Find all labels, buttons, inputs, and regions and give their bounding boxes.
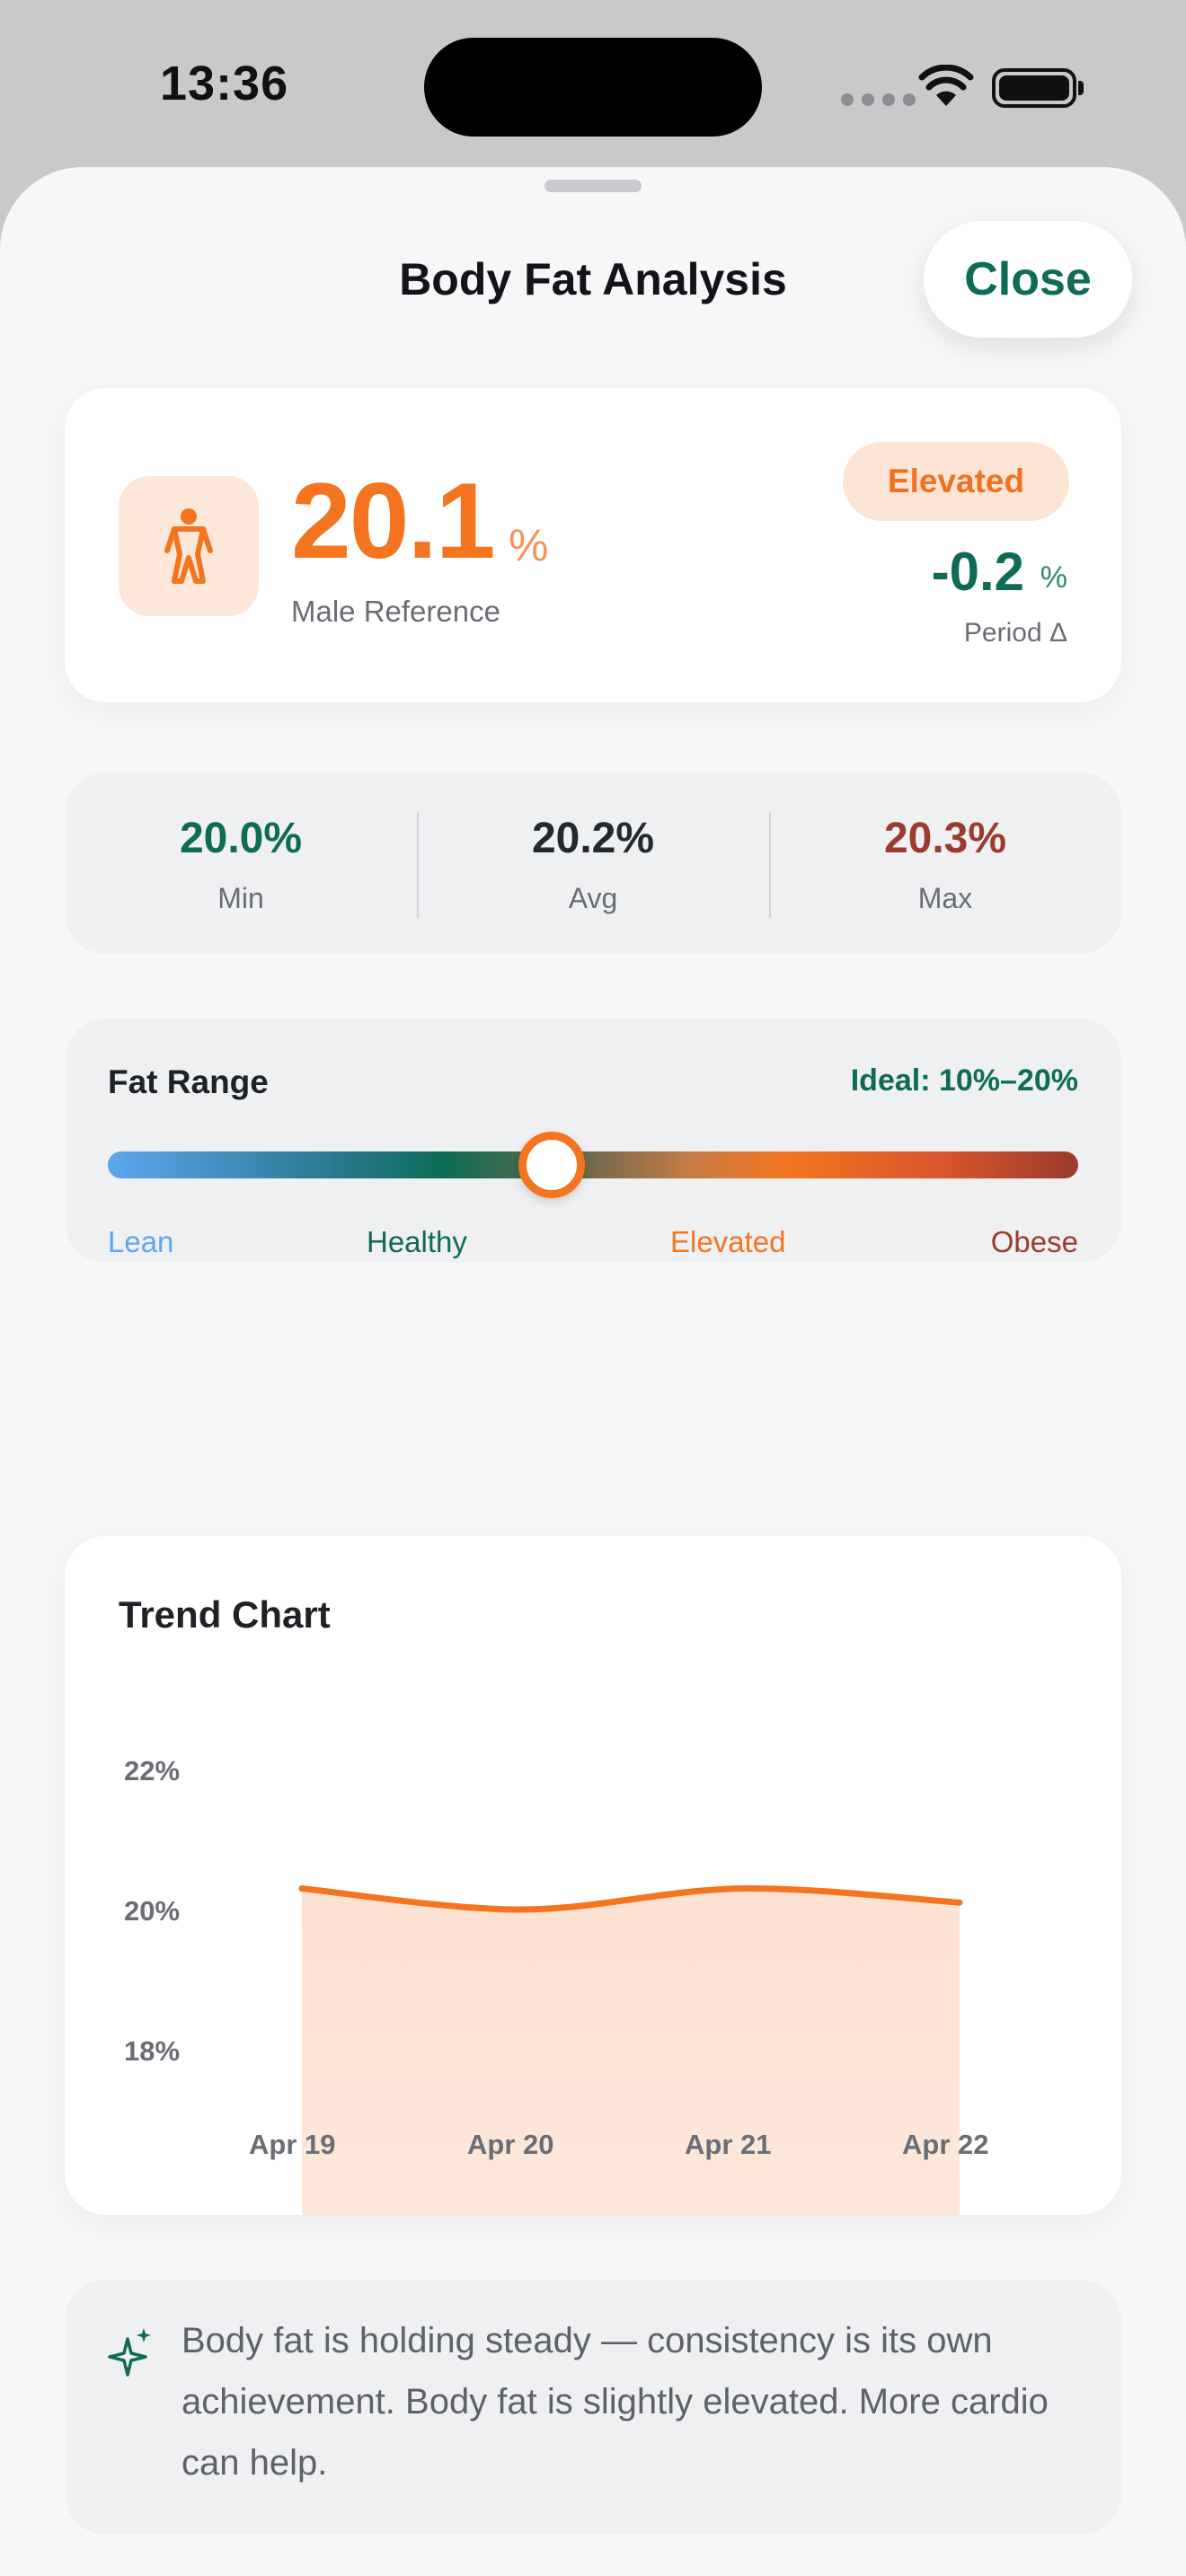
battery-tip (1078, 81, 1084, 95)
fat-range-indicator (518, 1132, 585, 1198)
battery-icon (992, 68, 1076, 108)
sheet-title: Body Fat Analysis (399, 254, 787, 304)
bottom-sheet: Body Fat Analysis Close 20.1 % Male Refe… (0, 167, 1186, 2576)
zone-label-obese: Obese (990, 1225, 1078, 1258)
stat-min-value: 20.0% (179, 815, 303, 862)
stat-avg-label: Avg (568, 882, 618, 914)
sheet-grabber[interactable] (544, 180, 642, 192)
trend-area-fill (302, 1888, 960, 2215)
summary-card: 20.1 % Male Reference Elevated -0.2 % Pe… (65, 388, 1121, 702)
stat-max-value: 20.3% (883, 815, 1007, 862)
sparkle-icon (108, 2328, 151, 2377)
stat-avg-value: 20.2% (531, 815, 655, 862)
wifi-icon (918, 65, 974, 106)
body-fat-value: 20.1 (291, 461, 496, 581)
trend-chart-card: 22% 20% 18% Apr 19 Apr 20 Apr 21 Apr 22 Trend … (65, 1536, 1121, 2215)
ideal-range-label: Ideal: 10%–20% (850, 1063, 1078, 1098)
person-icon-tile (119, 476, 259, 616)
reference-label: Male Reference (291, 595, 500, 628)
status-badge: Elevated (843, 442, 1069, 521)
stat-max-label: Max (917, 882, 973, 914)
period-delta-unit: % (1040, 560, 1067, 595)
fat-range-title: Fat Range (108, 1063, 269, 1100)
close-button[interactable]: Close (924, 221, 1132, 338)
x-tick-label: Apr 20 (467, 2129, 553, 2160)
x-tick-label: Apr 21 (685, 2129, 771, 2160)
stat-min: 20.0% Min (65, 772, 417, 954)
body-fat-unit: % (509, 520, 549, 570)
trend-chart: 22% 20% 18% Apr 19 Apr 20 Apr 21 Apr 22 (124, 1755, 988, 2215)
stats-card: 20.0% Min 20.2% Avg 20.3% Max (65, 772, 1121, 954)
period-delta-label: Period Δ (963, 618, 1067, 648)
dynamic-island (424, 38, 762, 137)
stat-min-label: Min (217, 882, 264, 914)
zone-label-elevated: Elevated (670, 1225, 786, 1258)
trend-chart-title: Trend Chart (119, 1593, 331, 1636)
y-tick-label: 22% (124, 1755, 180, 1786)
stat-avg: 20.2% Avg (417, 772, 769, 954)
x-tick-label: Apr 22 (902, 2129, 988, 2160)
insight-text: Body fat is holding steady — consistency… (181, 2321, 1049, 2483)
y-tick-label: 20% (124, 1895, 180, 1927)
status-time: 13:36 (160, 57, 289, 110)
trend-line (298, 1885, 963, 1913)
stat-max: 20.3% Max (769, 772, 1121, 954)
fat-range-gradient-bar (108, 1151, 1078, 1178)
y-tick-label: 18% (124, 2035, 180, 2067)
insight-card: Body fat is holding steady — consistency… (65, 2280, 1121, 2535)
person-icon (164, 508, 213, 584)
cellular-signal-icon (841, 93, 916, 106)
zone-label-lean: Lean (108, 1225, 174, 1258)
fat-range-card: Fat Range Ideal: 10%–20% Lean Healthy El… (65, 1019, 1121, 1263)
zone-label-healthy: Healthy (367, 1225, 467, 1258)
period-delta-value: -0.2 (931, 542, 1024, 602)
x-tick-label: Apr 19 (249, 2129, 335, 2160)
